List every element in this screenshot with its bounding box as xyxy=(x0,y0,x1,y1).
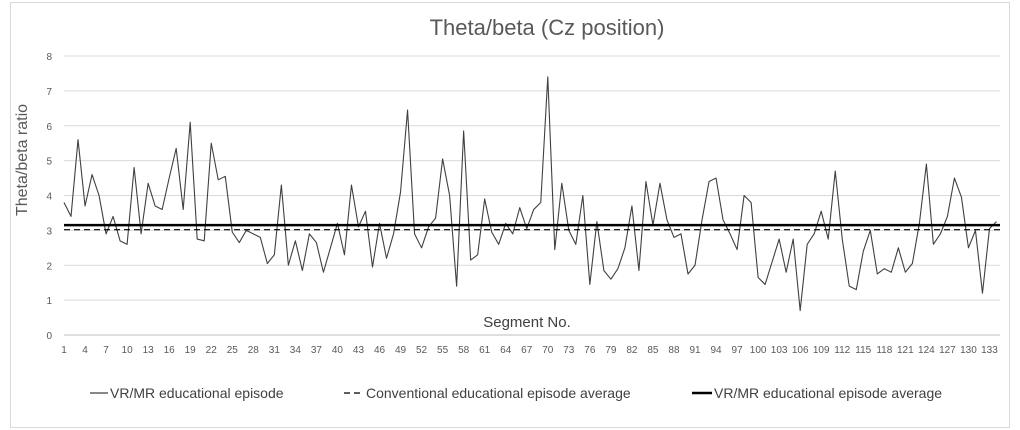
x-tick-label: 4 xyxy=(82,345,88,356)
y-tick-labels: 0 1 2 3 4 5 6 7 8 xyxy=(46,52,52,342)
x-tick-label: 22 xyxy=(206,345,218,356)
x-tick-label: 37 xyxy=(311,345,323,356)
y-tick-label: 3 xyxy=(46,226,52,237)
y-tick-label: 7 xyxy=(46,87,52,98)
x-tick-label: 73 xyxy=(563,345,575,356)
x-tick-label: 58 xyxy=(458,345,470,356)
x-tick-label: 70 xyxy=(542,345,554,356)
x-tick-label: 49 xyxy=(395,345,407,356)
chart-frame xyxy=(10,2,1010,428)
x-tick-label: 76 xyxy=(584,345,596,356)
x-tick-label: 28 xyxy=(248,345,260,356)
x-tick-label: 52 xyxy=(416,345,428,356)
y-tick-label: 8 xyxy=(46,52,52,63)
x-axis-label: Segment No. xyxy=(483,314,571,331)
x-tick-labels: 1 4 7 10 13 16 19 22 25 28 31 34 37 40 43 46 49 52 55 58 61 6… xyxy=(61,345,998,356)
x-tick-label: 40 xyxy=(332,345,344,356)
x-tick-label: 25 xyxy=(227,345,239,356)
x-tick-label: 13 xyxy=(143,345,155,356)
x-tick-label: 118 xyxy=(876,345,892,356)
x-tick-label: 124 xyxy=(918,345,935,356)
y-tick-label: 5 xyxy=(46,157,52,168)
x-tick-label: 31 xyxy=(269,345,281,356)
legend-label-vr-avg: VR/MR educational episode average xyxy=(714,385,942,401)
x-tick-label: 97 xyxy=(732,345,744,356)
x-tick-label: 55 xyxy=(437,345,449,356)
x-tick-label: 16 xyxy=(164,345,176,356)
x-tick-label: 79 xyxy=(605,345,617,356)
x-tick-label: 94 xyxy=(710,345,722,356)
legend: VR/MR educational episode Conventional e… xyxy=(90,385,942,401)
y-tick-label: 2 xyxy=(46,261,52,272)
x-tick-label: 1 xyxy=(61,345,67,356)
x-tick-label: 34 xyxy=(290,345,302,356)
y-tick-label: 4 xyxy=(46,192,52,203)
x-tick-label: 88 xyxy=(668,345,680,356)
legend-label-conventional-avg: Conventional educational episode average xyxy=(366,385,631,401)
series-layer xyxy=(63,76,1000,312)
x-tick-label: 7 xyxy=(103,345,109,356)
x-tick-label: 130 xyxy=(960,345,977,356)
x-tick-label: 103 xyxy=(771,345,788,356)
x-tick-label: 67 xyxy=(521,345,533,356)
x-tick-label: 133 xyxy=(981,345,998,356)
x-tick-label: 10 xyxy=(122,345,134,356)
x-tick-label: 43 xyxy=(353,345,365,356)
y-axis-label: Theta/beta ratio xyxy=(14,104,31,216)
x-tick-label: 82 xyxy=(626,345,638,356)
x-tick-label: 19 xyxy=(185,345,197,356)
y-tick-label: 6 xyxy=(46,122,52,133)
x-tick-label: 121 xyxy=(897,345,914,356)
series-line-vr-mr-episode xyxy=(63,76,997,312)
x-tick-label: 106 xyxy=(792,345,809,356)
y-tick-label: 1 xyxy=(46,296,52,307)
x-tick-label: 64 xyxy=(500,345,512,356)
x-tick-label: 61 xyxy=(479,345,491,356)
x-tick-label: 85 xyxy=(647,345,659,356)
chart-title: Theta/beta (Cz position) xyxy=(430,15,665,40)
x-tick-label: 109 xyxy=(813,345,830,356)
x-tick-label: 46 xyxy=(374,345,386,356)
x-tick-label: 127 xyxy=(939,345,956,356)
y-tick-label: 0 xyxy=(46,331,52,342)
x-tick-label: 112 xyxy=(834,345,850,356)
legend-label-series: VR/MR educational episode xyxy=(110,385,284,401)
x-tick-label: 100 xyxy=(750,345,767,356)
gridlines xyxy=(64,55,1000,301)
x-tick-label: 115 xyxy=(855,345,871,356)
x-tick-label: 91 xyxy=(689,345,701,356)
